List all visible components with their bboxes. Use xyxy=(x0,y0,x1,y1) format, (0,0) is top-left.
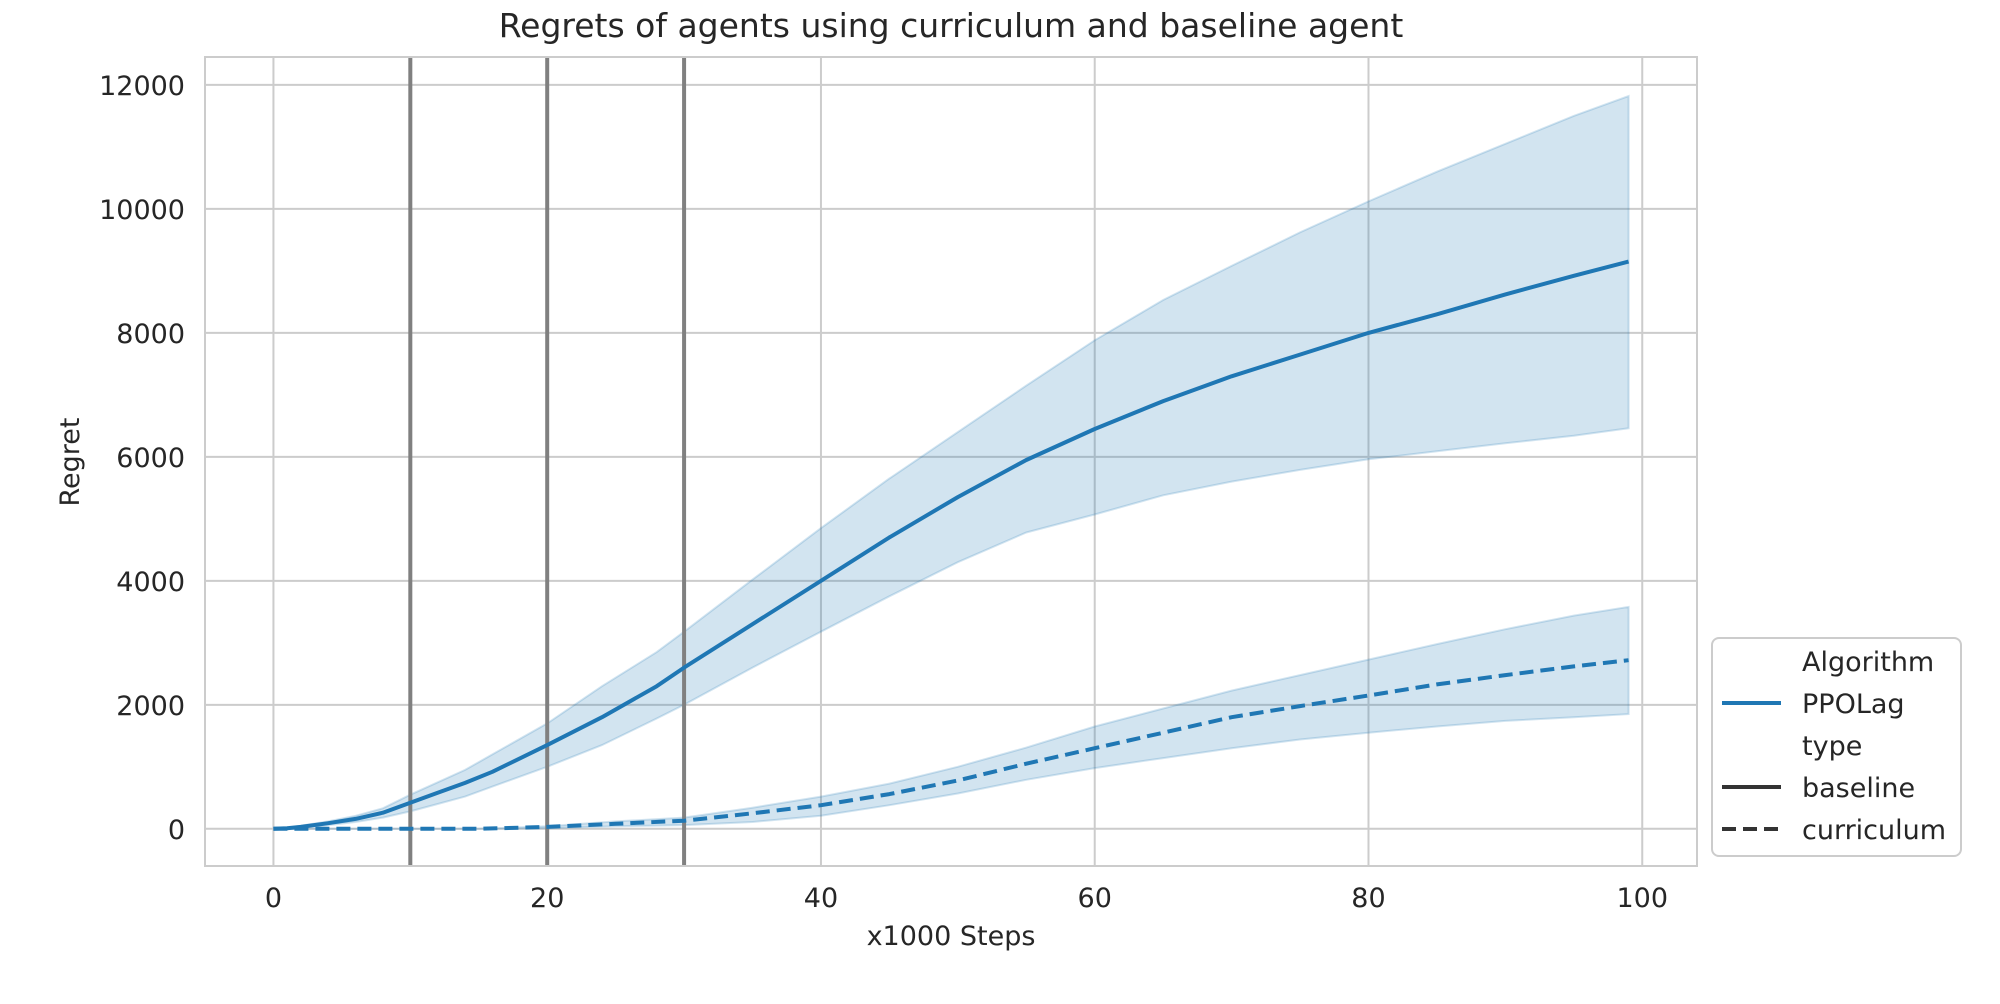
legend-label-baseline: baseline xyxy=(1802,773,1915,804)
series-line-baseline xyxy=(273,259,1630,831)
chart-title: Regrets of agents using curriculum and b… xyxy=(499,6,1404,45)
y-tick-label: 0 xyxy=(168,815,185,846)
x-tick-label: 100 xyxy=(1616,883,1668,914)
x-tick-label: 20 xyxy=(530,883,564,914)
tick-labels: 0 20 40 60 80 100 0 2000 4000 6000 8000 10000 12000 xyxy=(99,71,1668,914)
legend: Algorithm PPOLag type baseline curriculu… xyxy=(1711,637,1962,857)
x-axis-label: x1000 Steps xyxy=(867,921,1036,952)
x-tick-label: 40 xyxy=(804,883,838,914)
grid-layer xyxy=(205,57,1697,866)
x-tick-label: 0 xyxy=(265,883,282,914)
y-tick-label: 4000 xyxy=(116,567,185,598)
series-lines xyxy=(273,259,1630,831)
x-tick-label: 60 xyxy=(1078,883,1112,914)
plot-border xyxy=(204,56,1698,867)
y-tick-label: 8000 xyxy=(116,319,185,350)
y-axis-label: Regret xyxy=(55,417,86,506)
vertical-markers xyxy=(408,57,687,866)
y-tick-label: 10000 xyxy=(99,195,185,226)
x-tick-label: 80 xyxy=(1351,883,1385,914)
y-tick-label: 12000 xyxy=(99,71,185,102)
y-tick-label: 2000 xyxy=(116,691,185,722)
plot-area xyxy=(205,57,1697,866)
legend-box xyxy=(1711,637,1962,857)
legend-style-title: type xyxy=(1802,731,1862,762)
legend-hue-title: Algorithm xyxy=(1802,647,1934,678)
legend-label-curriculum: curriculum xyxy=(1802,815,1946,846)
y-tick-label: 6000 xyxy=(116,443,185,474)
legend-label-ppolag: PPOLag xyxy=(1802,689,1905,720)
